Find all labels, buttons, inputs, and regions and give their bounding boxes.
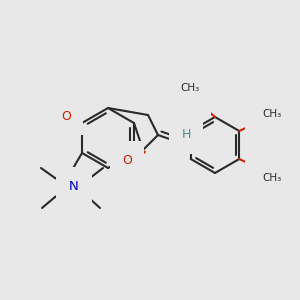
Text: N: N — [69, 181, 79, 194]
Text: O: O — [122, 154, 132, 166]
Text: CH₃: CH₃ — [262, 173, 282, 183]
Text: CH₃: CH₃ — [262, 109, 282, 119]
Text: H: H — [54, 110, 64, 122]
Text: O: O — [61, 110, 71, 122]
Text: H: H — [181, 128, 191, 142]
Text: CH₃: CH₃ — [180, 83, 200, 93]
Text: O: O — [190, 91, 200, 103]
Text: O: O — [256, 113, 266, 127]
Text: O: O — [256, 164, 266, 176]
